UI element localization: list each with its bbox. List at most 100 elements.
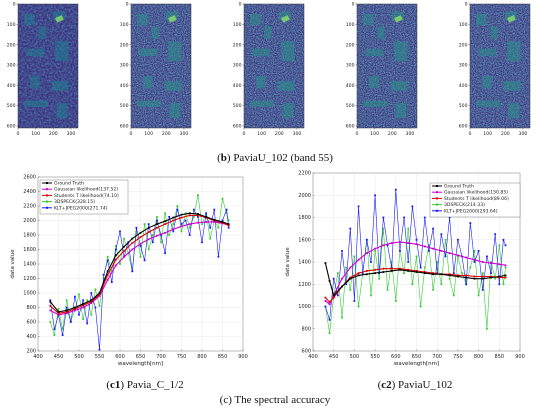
- y-tick-label: 200: [233, 42, 242, 48]
- data-point: [465, 283, 468, 286]
- y-tick-label: 2000: [298, 193, 311, 199]
- y-tick-label: 1800: [298, 215, 311, 221]
- data-point: [457, 255, 459, 258]
- data-point: [147, 223, 150, 226]
- data-point: [440, 233, 443, 236]
- x-tick-label: 100: [31, 131, 40, 137]
- data-point: [106, 255, 109, 258]
- data-point: [205, 215, 207, 218]
- data-point: [160, 241, 162, 244]
- data-point: [365, 270, 368, 272]
- data-point: [432, 247, 434, 250]
- data-point: [164, 223, 166, 226]
- data-point: [465, 274, 468, 277]
- data-point: [341, 285, 343, 288]
- data-point: [90, 302, 93, 305]
- data-point: [65, 310, 68, 313]
- data-point: [221, 219, 224, 222]
- data-point: [78, 313, 80, 316]
- data-point: [164, 212, 166, 215]
- data-point: [357, 205, 360, 208]
- data-point: [49, 305, 52, 307]
- data-point: [407, 227, 410, 230]
- data-point: [98, 293, 101, 296]
- data-point: [432, 288, 434, 291]
- data-point: [448, 273, 451, 276]
- data-point: [82, 318, 84, 320]
- data-point: [370, 261, 372, 263]
- data-point: [353, 255, 356, 258]
- data-point: [490, 262, 492, 265]
- data-point: [374, 247, 376, 250]
- data-point: [481, 275, 484, 278]
- data-point: [213, 218, 216, 221]
- data-point: [131, 242, 134, 244]
- data-point: [432, 273, 434, 276]
- y-tick-label: 600: [301, 349, 311, 355]
- data-point: [57, 312, 60, 315]
- data-point: [469, 266, 472, 269]
- data-point: [74, 295, 76, 298]
- data-point: [444, 238, 447, 241]
- data-point: [349, 288, 352, 291]
- caption-b-label: b: [220, 152, 227, 164]
- data-point: [151, 234, 154, 236]
- data-point: [98, 305, 101, 307]
- y-tick-label: 1600: [298, 237, 311, 243]
- data-point: [147, 238, 150, 241]
- data-point: [440, 283, 443, 286]
- y-tick-label: 400: [7, 83, 16, 89]
- data-point: [188, 226, 191, 229]
- data-point: [49, 299, 52, 302]
- data-point: [457, 274, 459, 277]
- data-point: [374, 272, 376, 275]
- data-point: [336, 272, 339, 275]
- data-point: [53, 328, 56, 331]
- data-point: [147, 248, 150, 251]
- x-tick-label: 0: [356, 131, 359, 137]
- data-point: [419, 266, 422, 269]
- data-point: [378, 277, 381, 280]
- data-point: [74, 306, 76, 309]
- data-point: [94, 306, 97, 309]
- data-point: [357, 272, 360, 275]
- y-tick-label: 1000: [298, 304, 311, 310]
- data-point: [156, 223, 158, 226]
- data-point: [490, 275, 492, 278]
- y-tick-label: 300: [459, 63, 468, 69]
- data-point: [131, 248, 134, 251]
- data-point: [341, 316, 343, 319]
- data-point: [382, 227, 385, 230]
- data-point: [390, 267, 393, 270]
- data-point: [164, 252, 166, 255]
- data-point: [197, 213, 199, 215]
- data-point: [139, 242, 142, 245]
- data-point: [448, 216, 451, 219]
- y-tick-label: 300: [7, 63, 16, 69]
- y-tick-label: 500: [459, 103, 468, 109]
- legend-entry: 3DSPECK(328.15): [54, 199, 95, 205]
- legend-entry: 3DSPECK(214.33): [444, 202, 485, 208]
- data-point: [102, 273, 105, 276]
- y-tick-label: 2600: [23, 175, 36, 181]
- data-point: [61, 334, 64, 336]
- x-tick-label: 900: [238, 354, 248, 360]
- y-tick-label: 400: [233, 83, 242, 89]
- data-point: [415, 243, 418, 246]
- legend-entry: Ground Truth: [54, 181, 84, 187]
- y-tick-label: 100: [120, 22, 129, 28]
- data-point: [180, 225, 183, 228]
- x-tick-label: 600: [115, 354, 125, 360]
- legend-entry: Ground Truth: [444, 184, 474, 190]
- data-point: [386, 244, 389, 247]
- y-axis-label: data value: [10, 249, 16, 279]
- data-point: [440, 249, 443, 252]
- data-point: [78, 293, 80, 296]
- y-tick-label: 400: [26, 334, 36, 340]
- data-point: [90, 300, 93, 303]
- data-point: [98, 348, 101, 351]
- data-point: [164, 231, 166, 234]
- y-tick-label: 600: [233, 124, 242, 130]
- y-tick-label: 0: [126, 2, 129, 8]
- legend-entry: Gaussian likelihood(137.52): [54, 187, 118, 193]
